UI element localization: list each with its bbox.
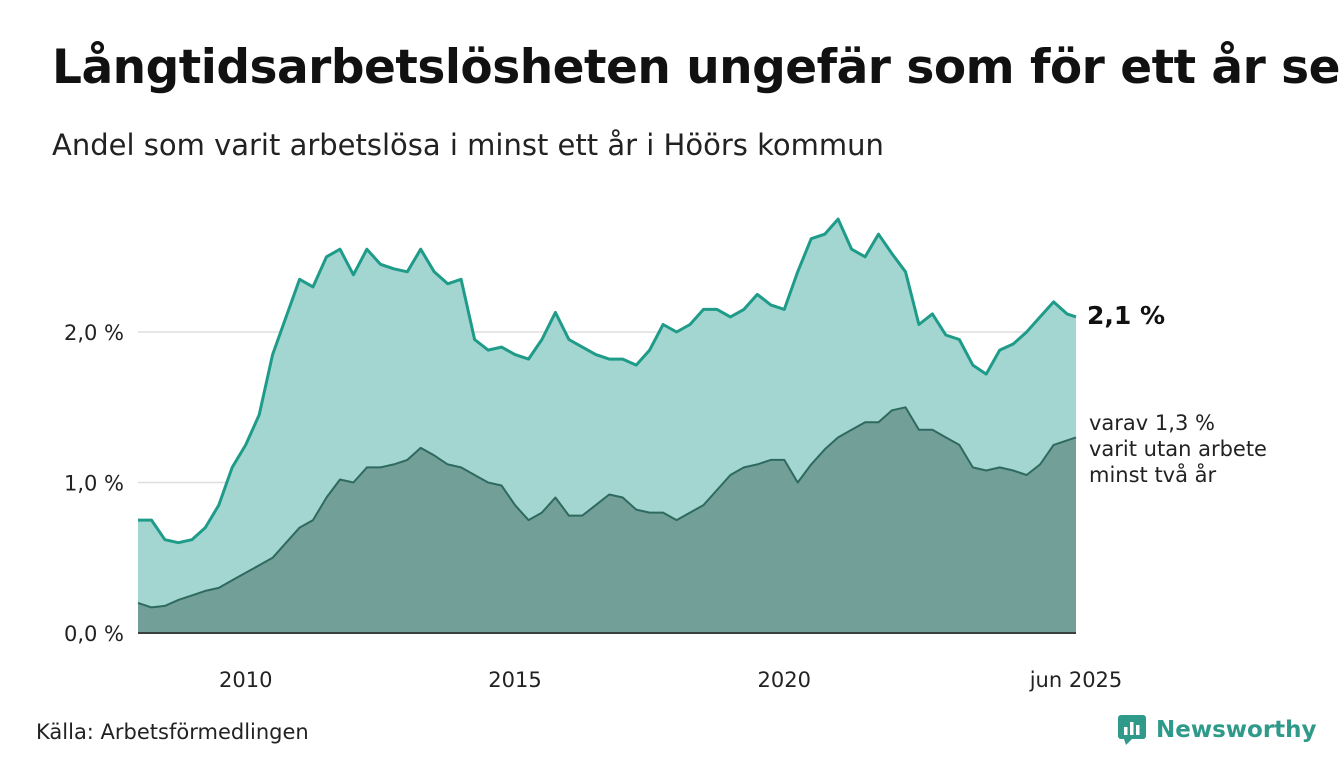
series-label-two-years: varav 1,3 % varit utan arbete minst två år: [1089, 411, 1267, 487]
area-chart: 0,0 % 1,0 % 2,0 % 2010 2015 2020 jun 2025 2,1…: [64, 217, 1267, 692]
series-line-1: [138, 217, 1077, 545]
x-axis-tick-labels: 2010 2015 2020 jun 2025: [219, 668, 1122, 692]
y-tick-label: 2,0 %: [64, 321, 124, 345]
series-line-2: [137, 406, 1077, 609]
series-labels: 2,1 % varav 1,3 % varit utan arbete minst t…: [1087, 301, 1267, 487]
chart-subtitle: Andel som varit arbetslösa i minst ett å…: [52, 128, 884, 162]
x-tick-label: 2020: [758, 668, 811, 692]
series-label-total: 2,1 %: [1087, 301, 1165, 330]
y-tick-label: 1,0 %: [64, 472, 124, 496]
chart-title: Långtidsarbetslösheten ungefär som för e…: [52, 40, 1340, 95]
source-note: Källa: Arbetsförmedlingen: [36, 720, 309, 744]
brand-name: Newsworthy: [1156, 717, 1317, 743]
y-tick-label: 0,0 %: [64, 622, 124, 646]
x-tick-label: jun 2025: [1029, 668, 1123, 692]
x-tick-label: 2015: [488, 668, 541, 692]
series-areas: [137, 217, 1077, 634]
x-tick-label: 2010: [219, 668, 272, 692]
brand-logo: Newsworthy: [1118, 712, 1317, 748]
newsworthy-logo-icon: [1118, 715, 1146, 745]
y-axis-tick-labels: 0,0 % 1,0 % 2,0 %: [64, 321, 124, 646]
series-area-2: [138, 407, 1076, 633]
